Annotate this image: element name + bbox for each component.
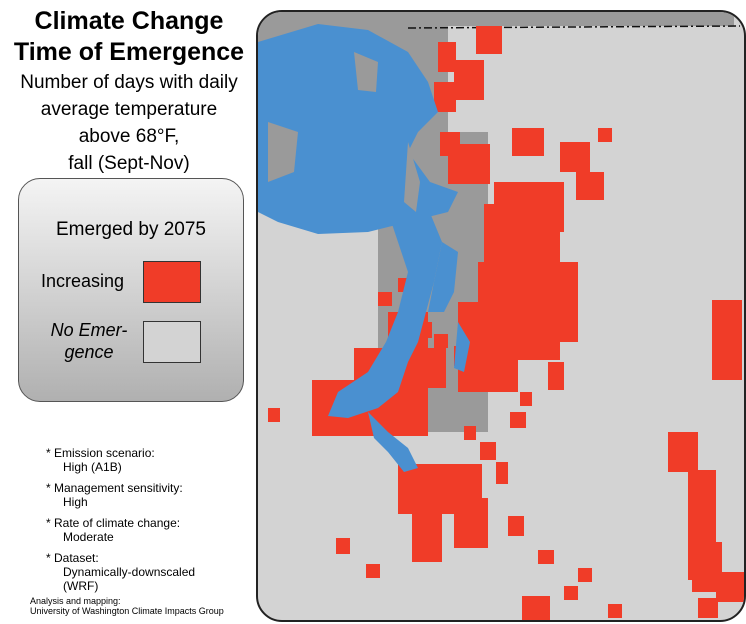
subtitle-line-4: fall (Sept-Nov) [68,153,190,174]
cell [366,564,380,578]
international-border [407,25,741,29]
cell [716,572,744,602]
map-title: Climate Change Time of Emergence Number … [0,6,258,176]
note-rate-label: * Rate of climate change: [46,516,181,530]
cell [560,142,590,172]
note-rate: * Rate of climate change: Moderate [46,516,195,544]
cell [512,128,544,156]
legend-heading: Emerged by 2075 [56,219,206,240]
east-inlet [428,242,458,312]
cell [712,300,742,380]
subtitle-line-1: Number of days with daily [20,72,238,93]
note-rate-value: Moderate [63,530,114,544]
cell [578,568,592,582]
cell [434,82,456,112]
note-management: * Management sensitivity: High [46,481,195,509]
cell [548,362,564,390]
title-line-2: Time of Emergence [13,38,245,66]
map-canvas [258,12,744,620]
map-panel [256,10,746,622]
island-water [318,102,354,162]
cell [434,334,448,348]
cell [698,598,718,618]
title-line-1: Climate Change [34,7,224,35]
cell [476,26,502,54]
puget-sound-main [328,208,442,418]
note-dataset-value: Dynamically-downscaled [63,565,196,579]
note-dataset: * Dataset: Dynamically-downscaled (WRF) [46,551,195,593]
note-emission-label: * Emission scenario: [46,446,155,460]
cell [464,426,476,440]
cell [538,550,554,564]
note-emission-value: High (A1B) [63,460,122,474]
cell [548,262,574,302]
cell [268,408,280,422]
cell [480,442,496,460]
credit-line-2: University of Washington Climate Impacts… [30,606,224,616]
note-dataset-value-2: (WRF) [63,579,99,593]
cell [412,512,442,562]
cell [508,516,524,536]
cell [608,604,622,618]
credit: Analysis and mapping: University of Wash… [30,596,224,616]
south-inlet [368,412,418,472]
cell [454,498,488,548]
note-management-label: * Management sensitivity: [46,481,183,495]
cell [336,538,350,554]
note-dataset-label: * Dataset: [46,551,99,565]
scenario-notes: * Emission scenario: High (A1B) * Manage… [46,446,195,600]
cell [448,144,490,184]
island [268,122,298,182]
lake-washington [454,322,470,372]
cell [522,596,550,620]
island [354,52,378,92]
cell [438,42,456,72]
cell [564,586,578,600]
legend-label-no-emergence-line-2: gence [64,342,114,362]
cell [576,172,604,200]
legend-label-no-emergence-line-1: No Emer- [50,320,128,340]
credit-line-1: Analysis and mapping: [30,596,121,606]
cell [668,432,698,472]
subtitle-line-3: above 68°F, [78,126,180,147]
islands [268,52,420,212]
cell [378,292,392,306]
cell [510,412,526,428]
cell [520,392,532,406]
cell [598,128,612,142]
legend: Emerged by 2075 Increasing No Emer- genc… [18,178,244,402]
subtitle-line-2: average temperature [40,99,218,120]
legend-swatch-increasing [143,261,201,303]
legend-label-no-emergence: No Emer- gence [39,319,139,363]
note-emission: * Emission scenario: High (A1B) [46,446,195,474]
border-land-strip [444,12,734,26]
note-management-value: High [63,495,88,509]
whidbey-island [404,142,420,212]
legend-swatch-no-emergence [143,321,201,363]
cell [496,462,508,484]
emergence-cells [268,26,744,620]
legend-label-increasing: Increasing [41,271,125,291]
cell [454,60,484,100]
